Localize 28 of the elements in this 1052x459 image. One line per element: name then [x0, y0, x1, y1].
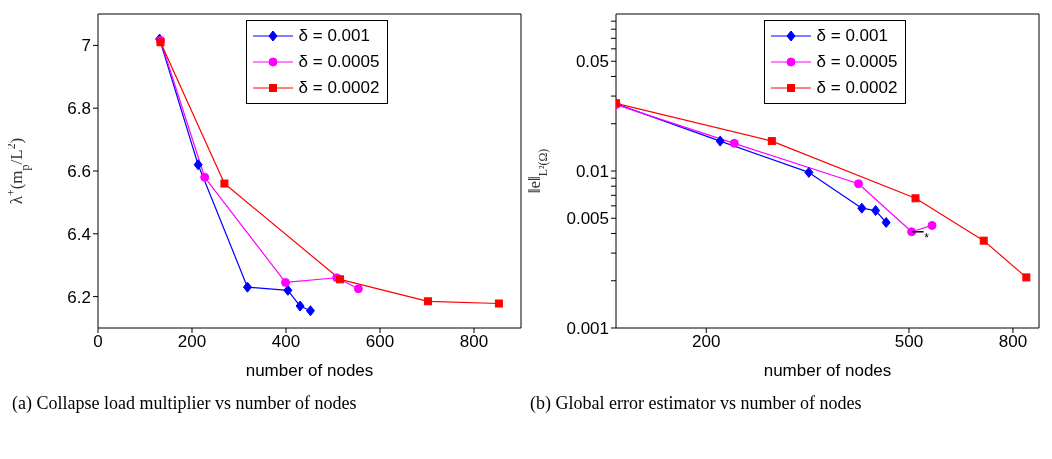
y-tick-label: 6.8 [67, 99, 91, 119]
y-tick-label: 6.6 [67, 162, 91, 182]
y-tick-label: 0.005 [566, 209, 609, 229]
x-tick-label: 500 [894, 332, 924, 352]
text: (a) Collapse load multiplier vs number of nodes [11, 393, 358, 414]
x-axis-title: number of nodes [763, 361, 892, 380]
legend-label: δ = 0.001 [298, 26, 370, 46]
x-tick-label: 800 [459, 332, 489, 352]
y-tick-label: 0.001 [566, 319, 609, 339]
y-tick-label: 7 [81, 36, 91, 56]
x-tick-label: 600 [365, 332, 395, 352]
x-tick-label: 200 [692, 332, 721, 352]
legend-label: δ = 0.0005 [298, 52, 380, 72]
y-tick-label: 0.01 [575, 162, 609, 182]
legend-label: δ = 0.0002 [816, 78, 898, 98]
text: (b) Global error estimator vs number of nodes [529, 393, 863, 414]
x-tick-label: 400 [271, 332, 301, 352]
legend-label: δ = 0.0002 [298, 78, 380, 98]
y-tick-label: 0.05 [575, 52, 609, 72]
x-axis-title: number of nodes [245, 361, 374, 380]
y-tick-label: 6.2 [67, 287, 91, 307]
x-tick-label: 0 [93, 332, 103, 352]
annotation: * [924, 230, 930, 245]
legend-label: δ = 0.001 [816, 26, 888, 46]
legend-label: δ = 0.0005 [816, 52, 898, 72]
x-tick-label: 800 [998, 332, 1028, 352]
y-tick-label: 6.4 [67, 224, 91, 244]
x-tick-label: 200 [177, 332, 207, 352]
